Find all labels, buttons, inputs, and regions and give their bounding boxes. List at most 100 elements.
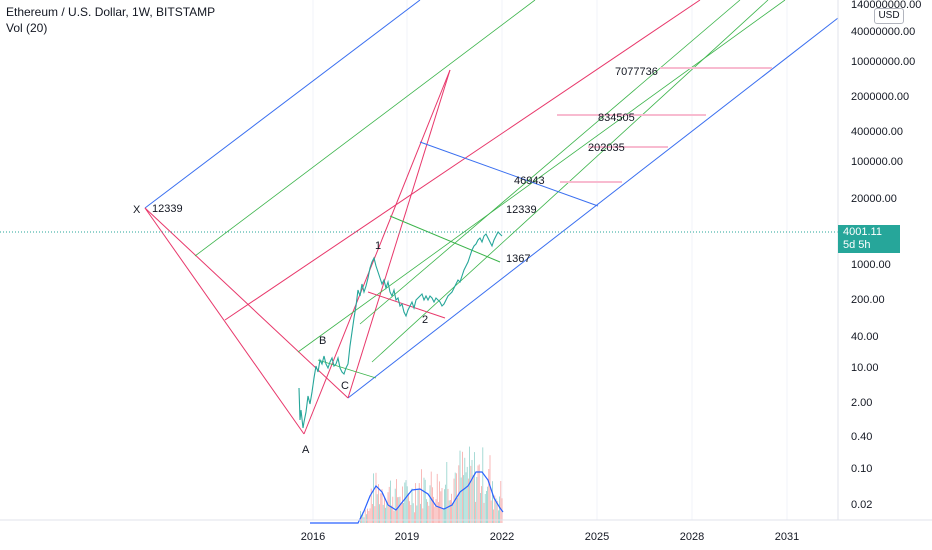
level-label-46943: 46943 <box>514 175 545 187</box>
y-tick-label: 200.00 <box>851 294 885 306</box>
y-tick-label: 140000000.00 <box>851 0 921 11</box>
volume-bar <box>402 486 403 523</box>
volume-bar <box>459 450 461 523</box>
volume-bar <box>382 504 384 523</box>
volume-bar <box>364 509 366 523</box>
level-markers[interactable] <box>557 67 772 183</box>
volume-bar <box>422 508 424 523</box>
volume-bar <box>433 496 434 523</box>
volume-bar <box>465 472 467 523</box>
wave-label-x: X <box>133 204 141 216</box>
y-tick-label: 40000000.00 <box>851 26 915 38</box>
volume-bar <box>396 479 397 523</box>
volume-bar <box>391 505 392 523</box>
volume-bar <box>372 504 373 523</box>
volume-bar <box>468 478 469 523</box>
x-tick-label: 2019 <box>395 531 419 543</box>
y-tick-label: 0.10 <box>851 463 872 475</box>
level-label-12339: 12339 <box>506 204 537 216</box>
volume-bar <box>374 506 376 523</box>
volume-bar <box>370 488 372 523</box>
level-label-1367: 1367 <box>506 253 530 265</box>
volume-bar <box>379 504 380 523</box>
volume-bar <box>381 489 383 523</box>
volume-bar <box>462 451 463 523</box>
volume-bar <box>362 511 364 523</box>
y-tick-label: 2.00 <box>851 397 872 409</box>
volume-bar <box>487 486 488 523</box>
wave-label-1: 1 <box>375 240 381 252</box>
pitchfork-outer-lines[interactable] <box>144 0 839 399</box>
volume-bar <box>492 481 493 523</box>
volume-indicator-label[interactable]: Vol (20) <box>6 21 48 35</box>
y-axis-ticks[interactable]: 140000000.00 40000000.00 10000000.00 200000… <box>851 0 921 511</box>
volume-bar <box>451 493 452 523</box>
chart-header: Ethereum / U.S. Dollar, 1W, BITSTAMP Vol… <box>6 4 215 36</box>
wave-label-b: B <box>319 335 326 347</box>
volume-bar <box>464 457 466 523</box>
wave-label-a: A <box>302 444 310 456</box>
volume-bar <box>405 480 407 523</box>
pitchfork-median-lines[interactable] <box>144 0 701 435</box>
volume-bar <box>398 497 400 523</box>
volume-bar <box>414 512 415 523</box>
price-line[interactable] <box>298 231 503 429</box>
volume-bar <box>463 475 464 523</box>
volume-bar <box>436 473 438 523</box>
volume-bar <box>368 511 370 523</box>
volume-bar <box>454 472 456 523</box>
volume-bar <box>488 469 490 523</box>
plot-area[interactable] <box>0 0 838 520</box>
volume-bar <box>421 469 422 523</box>
volume-bar <box>403 503 404 523</box>
y-tick-label: 10000000.00 <box>851 56 915 68</box>
volume-bar <box>409 501 410 523</box>
volume-bar <box>378 484 379 523</box>
volume-bar <box>470 465 472 523</box>
volume-bar <box>499 496 500 523</box>
volume-bar <box>423 477 425 523</box>
volume-bar <box>476 477 478 523</box>
volume-bar <box>387 492 389 523</box>
volume-bar <box>434 506 436 523</box>
y-tick-label: 20000.00 <box>851 193 897 205</box>
wave-label-2: 2 <box>422 314 428 326</box>
volume-bar <box>410 505 412 523</box>
y-tick-label: 400000.00 <box>851 126 903 138</box>
volume-bar <box>386 501 388 523</box>
volume-bar <box>477 465 479 523</box>
y-tick-label: 0.40 <box>851 431 872 443</box>
volume-bar <box>481 486 482 523</box>
volume-bar <box>399 496 401 523</box>
volume-bar <box>424 479 426 523</box>
volume-bar <box>474 452 475 523</box>
volume-bar <box>494 495 496 523</box>
volume-bar <box>373 473 374 523</box>
volume-bar <box>447 488 449 523</box>
y-tick-label: 100000.00 <box>851 156 903 168</box>
volume-bar <box>493 509 494 523</box>
currency-badge[interactable]: USD <box>874 8 904 24</box>
volume-bar <box>442 509 444 523</box>
channel-lines[interactable] <box>367 141 599 319</box>
volume-bar <box>380 493 382 523</box>
volume-bar <box>406 486 408 523</box>
x-tick-label: 2025 <box>585 531 609 543</box>
symbol-title[interactable]: Ethereum / U.S. Dollar, 1W, BITSTAMP <box>6 5 216 19</box>
wave-labels: X A B C 1 2 <box>133 204 428 456</box>
current-price-tag: 4001.11 5d 5h <box>838 225 900 253</box>
volume-bar <box>427 501 428 523</box>
volume-bar <box>439 481 440 523</box>
volume-bar <box>375 472 377 523</box>
volume-bar <box>490 500 492 523</box>
volume-bar <box>444 489 445 523</box>
volume-bars <box>360 446 503 523</box>
volume-bar <box>366 514 367 523</box>
x-axis-ticks[interactable]: 2016 2019 2022 2025 2028 2031 <box>301 531 799 543</box>
volume-bar <box>376 494 378 523</box>
volume-bar <box>408 493 409 523</box>
volume-bar <box>417 489 419 523</box>
level-label-x: 12339 <box>152 203 183 215</box>
volume-bar <box>498 510 499 523</box>
volume-bar <box>483 502 485 523</box>
